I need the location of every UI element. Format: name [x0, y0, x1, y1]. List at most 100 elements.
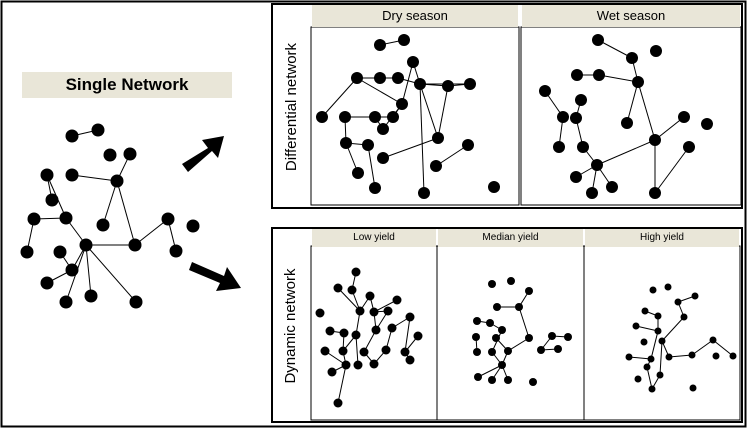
- high-node-node: [654, 312, 662, 320]
- high-node-node: [709, 336, 717, 344]
- median-node-node: [515, 303, 523, 311]
- low-node-node: [365, 291, 375, 301]
- dry-node-node: [369, 111, 381, 123]
- median-node-node: [529, 378, 537, 386]
- single-node-node: [84, 289, 98, 303]
- median-node-node: [488, 348, 496, 356]
- dry-node-node: [387, 111, 399, 123]
- median-node-edge: [518, 306, 530, 339]
- dry-node-node: [352, 167, 364, 179]
- dry-season-box: [310, 26, 520, 206]
- median-node-node: [492, 334, 500, 342]
- dry-node-node: [339, 111, 351, 123]
- high-node-node: [729, 352, 737, 360]
- single-network-title: Single Network: [22, 72, 232, 98]
- single-network-graph: [20, 123, 200, 309]
- median-node-node: [488, 280, 496, 288]
- dry-season-title: Dry season: [312, 5, 518, 27]
- median-node-node: [537, 346, 545, 354]
- dry-node-node: [418, 187, 430, 199]
- median-node-node: [525, 287, 533, 295]
- wet-node-edge: [637, 81, 656, 141]
- wet-node-node: [650, 45, 662, 57]
- dry-node-edge: [419, 83, 439, 139]
- low-node-edge: [337, 364, 347, 404]
- high-node-edge: [712, 339, 734, 357]
- dry-node-edge: [437, 85, 449, 139]
- median-node-node: [474, 373, 482, 381]
- arrow-to-dynamic: [189, 262, 241, 291]
- wet-node-node: [570, 171, 582, 183]
- single-node-node: [161, 212, 175, 226]
- high-node-edge: [628, 356, 652, 360]
- high-yield-title: High yield: [585, 229, 739, 247]
- single-node-node: [40, 276, 54, 290]
- dry-node-edge: [435, 144, 469, 167]
- wet-node-edge: [654, 146, 690, 194]
- low-node-node: [387, 323, 397, 333]
- high-node-node: [688, 351, 696, 359]
- low-node-node: [369, 359, 379, 369]
- low-node-node: [339, 328, 349, 338]
- wet-node-node: [591, 159, 603, 171]
- median-node-node: [486, 319, 494, 327]
- dry-node-node: [369, 182, 381, 194]
- high-node-edge: [691, 339, 714, 356]
- low-node-node: [353, 360, 363, 370]
- dry-node-node: [407, 56, 419, 68]
- single-node-node: [129, 295, 143, 309]
- single-node-node: [27, 212, 41, 226]
- wet-node-node: [570, 112, 582, 124]
- single-node-node: [96, 218, 110, 232]
- single-node-node: [110, 174, 124, 188]
- single-node-node: [123, 147, 137, 161]
- dry-node-node: [351, 72, 363, 84]
- single-node-node: [20, 245, 34, 259]
- median-node-node: [472, 333, 480, 341]
- single-node-edge: [71, 174, 118, 182]
- low-node-node: [381, 345, 391, 355]
- wet-node-node: [606, 181, 618, 193]
- dry-node-edge: [401, 61, 414, 105]
- high-node-node: [640, 338, 648, 346]
- single-node-node: [128, 238, 142, 252]
- median-node-node: [507, 277, 515, 285]
- high-node-node: [680, 313, 688, 321]
- median-node-node: [504, 376, 512, 384]
- median-node-node: [564, 333, 572, 341]
- high-node-edge: [635, 325, 659, 332]
- high-node-node: [664, 283, 672, 291]
- low-node-node: [405, 355, 415, 365]
- high-yield-box: [583, 245, 741, 421]
- high-node-node: [634, 375, 642, 383]
- single-node-node: [79, 238, 93, 252]
- single-node-node: [45, 193, 59, 207]
- wet-season-box: [520, 26, 742, 206]
- high-node-node: [648, 385, 656, 393]
- low-node-node: [369, 307, 379, 317]
- low-node-node: [315, 308, 325, 318]
- median-node-node: [554, 345, 562, 353]
- low-node-node: [413, 331, 423, 341]
- low-node-node: [351, 267, 361, 277]
- single-node-edge: [102, 180, 118, 226]
- high-node-edge: [668, 354, 693, 358]
- wet-node-node: [701, 118, 713, 130]
- dry-node-node: [488, 181, 500, 193]
- low-node-node: [320, 346, 330, 356]
- low-node-node: [359, 347, 369, 357]
- single-node-node: [65, 129, 79, 143]
- median-node-node: [473, 317, 481, 325]
- wet-node-node: [632, 76, 644, 88]
- dry-node-node: [374, 39, 386, 51]
- low-node-edge: [337, 287, 361, 312]
- high-node-node: [654, 327, 662, 335]
- dry-node-edge: [321, 77, 358, 118]
- single-node-node: [103, 148, 117, 162]
- dry-node-node: [464, 78, 476, 90]
- high-node-node: [689, 384, 697, 392]
- wet-node-node: [539, 85, 551, 97]
- dry-node-node: [374, 72, 386, 84]
- low-node-node: [400, 347, 410, 357]
